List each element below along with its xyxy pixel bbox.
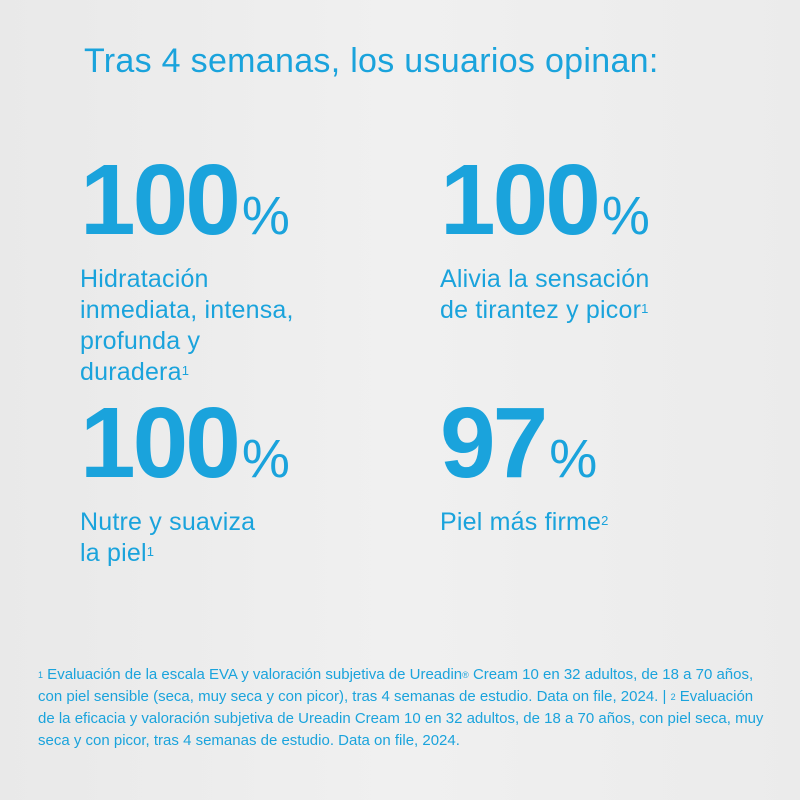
stat-description: Hidratación inmediata, intensa, profunda y… [80,265,294,386]
stat-description: Nutre y suaviza la piel1 [80,508,256,567]
stat-hydration: 100% Hidratación inmediata, intensa, profu… [80,150,294,388]
stat-firmness: 97% Piel más firme2 [440,393,609,538]
stat-value: 100% [80,387,290,499]
page-title: Tras 4 semanas, los usuarios opinan: [84,42,659,80]
footnotes: 1 Evaluación de la escala EVA y valoraci… [38,666,764,749]
stat-relief: 100% Alivia la sensación de tirantez y pi… [440,150,650,326]
stat-value: 97% [440,387,598,499]
stat-value: 100% [440,144,650,256]
stat-value: 100% [80,144,290,256]
stat-description: Piel más firme2 [440,508,609,536]
stat-nourish: 100% Nutre y suaviza la piel1 [80,393,290,569]
stat-description: Alivia la sensación de tirantez y picor1 [440,265,650,324]
